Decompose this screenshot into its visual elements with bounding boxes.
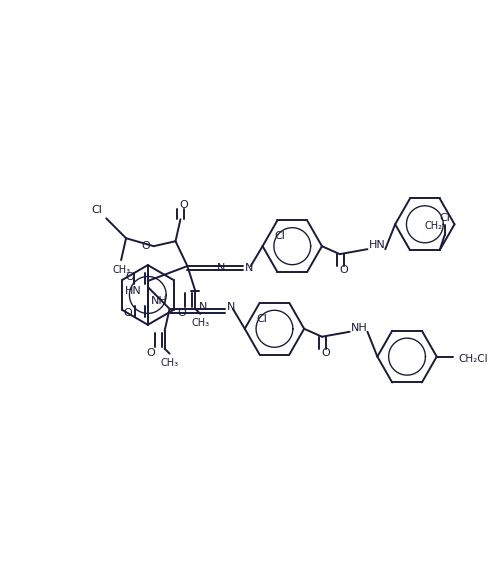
Text: CH₂: CH₂ — [425, 221, 443, 231]
Text: O: O — [124, 308, 132, 318]
Text: NH: NH — [351, 323, 368, 333]
Text: Cl: Cl — [274, 231, 285, 241]
Text: O: O — [179, 201, 188, 210]
Text: O: O — [147, 347, 155, 358]
Text: N: N — [199, 302, 207, 312]
Text: CH₃: CH₃ — [112, 265, 130, 275]
Text: N: N — [227, 302, 235, 312]
Text: O: O — [126, 272, 134, 282]
Text: HN: HN — [369, 240, 386, 250]
Text: O: O — [339, 265, 348, 275]
Text: HN: HN — [125, 286, 141, 296]
Text: CH₃: CH₃ — [191, 318, 209, 328]
Text: N: N — [245, 263, 253, 273]
Text: CH₃: CH₃ — [161, 358, 178, 368]
Text: O: O — [177, 308, 186, 318]
Text: Cl: Cl — [256, 314, 267, 324]
Text: Cl: Cl — [91, 205, 102, 215]
Text: O: O — [322, 347, 331, 358]
Text: CH₂Cl: CH₂Cl — [459, 354, 488, 364]
Text: O: O — [142, 241, 150, 251]
Text: NH: NH — [151, 296, 168, 306]
Text: Cl: Cl — [439, 214, 450, 223]
Text: N: N — [217, 263, 225, 273]
